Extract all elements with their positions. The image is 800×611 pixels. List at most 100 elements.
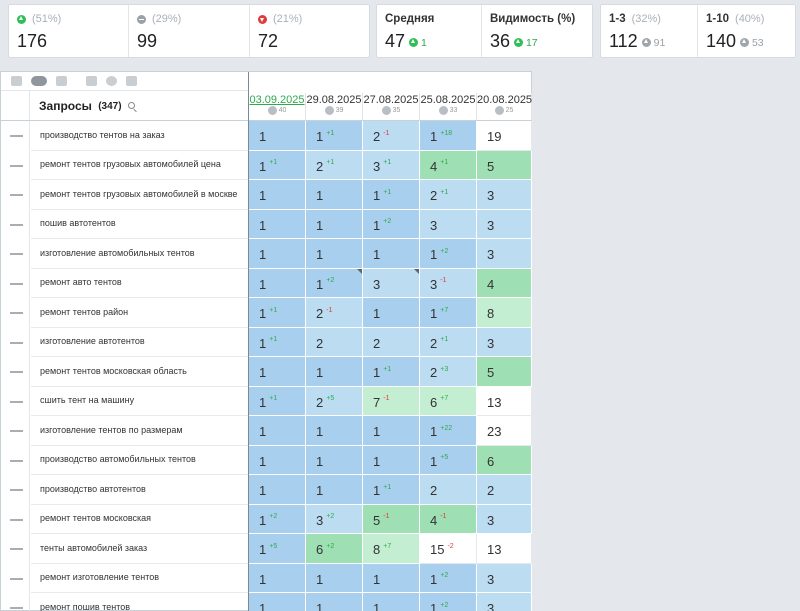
position-cell[interactable]: 5 bbox=[477, 357, 532, 387]
table-row[interactable]: изготовление автомобильных тентов 1 1 1 1 +2 3 bbox=[1, 239, 532, 269]
row-handle-icon[interactable] bbox=[10, 607, 23, 609]
position-cell[interactable]: 5 bbox=[477, 150, 532, 180]
position-cell[interactable]: 1 bbox=[363, 593, 420, 611]
stat-up[interactable]: (51%) 176 bbox=[9, 5, 129, 57]
row-handle-icon[interactable] bbox=[10, 282, 23, 285]
position-cell[interactable]: 1 bbox=[363, 239, 420, 269]
position-cell[interactable]: 1 bbox=[249, 416, 306, 446]
position-cell[interactable]: 4 bbox=[477, 268, 532, 298]
stat-visibility[interactable]: Видимость (%) 36 17 bbox=[490, 13, 576, 51]
query-text[interactable]: изготовление тентов по размерам bbox=[31, 416, 248, 446]
query-text[interactable]: производство тентов на заказ bbox=[31, 121, 248, 151]
row-handle-icon[interactable] bbox=[10, 164, 23, 167]
query-text[interactable]: ремонт тентов московская bbox=[31, 505, 248, 534]
date-column-header[interactable]: 27.08.2025 35 bbox=[363, 93, 420, 121]
position-cell[interactable]: 1 +1 bbox=[363, 357, 420, 387]
position-cell[interactable]: 3 bbox=[420, 209, 477, 239]
position-cell[interactable]: 1 +5 bbox=[249, 534, 306, 564]
query-text[interactable]: ремонт тентов район bbox=[31, 298, 248, 328]
position-cell[interactable]: 1 bbox=[306, 475, 363, 505]
position-cell[interactable]: 3 bbox=[477, 209, 532, 239]
position-cell[interactable]: 2 -1 bbox=[363, 121, 420, 151]
position-cell[interactable]: 1 +18 bbox=[420, 121, 477, 151]
table-row[interactable]: тенты автомобилей заказ 1 +5 6 +2 8 +7 15 -2 13 bbox=[1, 534, 532, 564]
table-row[interactable]: изготовление автотентов 1 +1 2 2 2 +1 3 bbox=[1, 327, 532, 357]
stat-same[interactable]: (29%) 99 bbox=[129, 5, 250, 57]
position-cell[interactable]: 7 -1 bbox=[363, 386, 420, 416]
position-cell[interactable]: 6 +7 bbox=[420, 386, 477, 416]
position-cell[interactable]: 3 -1 bbox=[420, 268, 477, 298]
position-cell[interactable]: 1 bbox=[249, 593, 306, 611]
position-cell[interactable]: 13 bbox=[477, 386, 532, 416]
position-cell[interactable]: 1 bbox=[249, 180, 306, 210]
position-cell[interactable]: 2 +1 bbox=[420, 180, 477, 210]
position-cell[interactable]: 1 +1 bbox=[249, 150, 306, 180]
position-cell[interactable]: 6 bbox=[477, 445, 532, 475]
date-column-header[interactable]: 29.08.2025 39 bbox=[306, 93, 363, 121]
row-handle-icon[interactable] bbox=[10, 223, 23, 226]
row-handle-icon[interactable] bbox=[10, 312, 23, 314]
position-cell[interactable]: 1 bbox=[249, 268, 306, 298]
position-cell[interactable]: 1 +1 bbox=[363, 475, 420, 505]
table-row[interactable]: изготовление тентов по размерам 1 1 1 1 +22 23 bbox=[1, 416, 532, 446]
stat-top10[interactable]: 1-10 (40%) 140 53 bbox=[706, 13, 765, 51]
position-cell[interactable]: 3 bbox=[477, 180, 532, 210]
table-row[interactable]: ремонт авто тентов 1 1 +2 3 3 -1 4 bbox=[1, 268, 532, 298]
position-cell[interactable]: 1 bbox=[249, 475, 306, 505]
row-handle-icon[interactable] bbox=[10, 577, 23, 580]
row-handle-icon[interactable] bbox=[10, 371, 23, 373]
image-icon[interactable] bbox=[86, 76, 97, 86]
position-cell[interactable]: 3 bbox=[477, 593, 532, 611]
table-row[interactable]: ремонт тентов грузовых автомобилей в мос… bbox=[1, 180, 532, 210]
position-cell[interactable]: 1 bbox=[306, 416, 363, 446]
position-cell[interactable]: 1 +1 bbox=[363, 180, 420, 210]
position-cell[interactable]: 1 bbox=[363, 298, 420, 328]
position-cell[interactable]: 4 +1 bbox=[420, 150, 477, 180]
date-column-header[interactable]: 25.08.2025 33 bbox=[420, 93, 477, 121]
position-cell[interactable]: 3 bbox=[477, 563, 532, 593]
row-handle-icon[interactable] bbox=[10, 253, 23, 255]
row-handle-icon[interactable] bbox=[10, 341, 23, 344]
position-cell[interactable]: 1 bbox=[306, 593, 363, 611]
query-text[interactable]: ремонт авто тентов bbox=[31, 269, 248, 298]
row-handle-icon[interactable] bbox=[10, 548, 23, 550]
position-cell[interactable]: 2 +1 bbox=[420, 327, 477, 357]
table-row[interactable]: производство автотентов 1 1 1 +1 2 2 bbox=[1, 475, 532, 505]
position-cell[interactable]: 5 -1 bbox=[363, 504, 420, 534]
row-handle-icon[interactable] bbox=[10, 194, 23, 196]
position-cell[interactable]: 1 +2 bbox=[249, 504, 306, 534]
query-text[interactable]: тенты автомобилей заказ bbox=[31, 534, 248, 564]
row-handle-icon[interactable] bbox=[10, 518, 23, 521]
query-text[interactable]: ремонт изготовление тентов bbox=[31, 564, 248, 593]
sort-icon[interactable] bbox=[11, 76, 22, 86]
table-row[interactable]: пошив автотентов 1 1 1 +2 3 3 bbox=[1, 209, 532, 239]
query-text[interactable]: изготовление автомобильных тентов bbox=[31, 239, 248, 269]
position-cell[interactable]: 1 bbox=[363, 445, 420, 475]
query-text[interactable]: сшить тент на машину bbox=[31, 387, 248, 416]
query-text[interactable]: ремонт тентов московская область bbox=[31, 357, 248, 387]
stat-average[interactable]: Средняя 47 1 bbox=[377, 5, 482, 57]
position-cell[interactable]: 1 +22 bbox=[420, 416, 477, 446]
position-cell[interactable]: 1 bbox=[306, 445, 363, 475]
position-cell[interactable]: 4 -1 bbox=[420, 504, 477, 534]
position-cell[interactable]: 1 bbox=[306, 180, 363, 210]
position-cell[interactable]: 3 bbox=[363, 268, 420, 298]
query-text[interactable]: производство автотентов bbox=[31, 475, 248, 505]
date-column-header[interactable]: 03.09.2025 40 bbox=[249, 93, 306, 121]
table-row[interactable]: ремонт тентов московская область 1 1 1 +1 2 +3… bbox=[1, 357, 532, 387]
position-cell[interactable]: 1 +1 bbox=[249, 327, 306, 357]
date-column-header[interactable]: 20.08.2025 25 bbox=[477, 93, 532, 121]
position-cell[interactable]: 13 bbox=[477, 534, 532, 564]
position-cell[interactable]: 8 +7 bbox=[363, 534, 420, 564]
position-cell[interactable]: 1 +1 bbox=[306, 121, 363, 151]
link-icon[interactable] bbox=[56, 76, 67, 86]
position-cell[interactable]: 1 bbox=[249, 563, 306, 593]
table-row[interactable]: ремонт изготовление тентов 1 1 1 1 +2 3 bbox=[1, 563, 532, 593]
row-handle-icon[interactable] bbox=[10, 135, 23, 137]
row-handle-icon[interactable] bbox=[10, 459, 23, 462]
query-text[interactable]: изготовление автотентов bbox=[31, 328, 248, 357]
stat-top3[interactable]: 1-3 (32%) 112 91 bbox=[601, 5, 698, 57]
position-cell[interactable]: 1 bbox=[249, 445, 306, 475]
query-text[interactable]: ремонт пошив тентов bbox=[31, 593, 248, 611]
table-row[interactable]: ремонт тентов район 1 +1 2 -1 1 1 +7 8 bbox=[1, 298, 532, 328]
